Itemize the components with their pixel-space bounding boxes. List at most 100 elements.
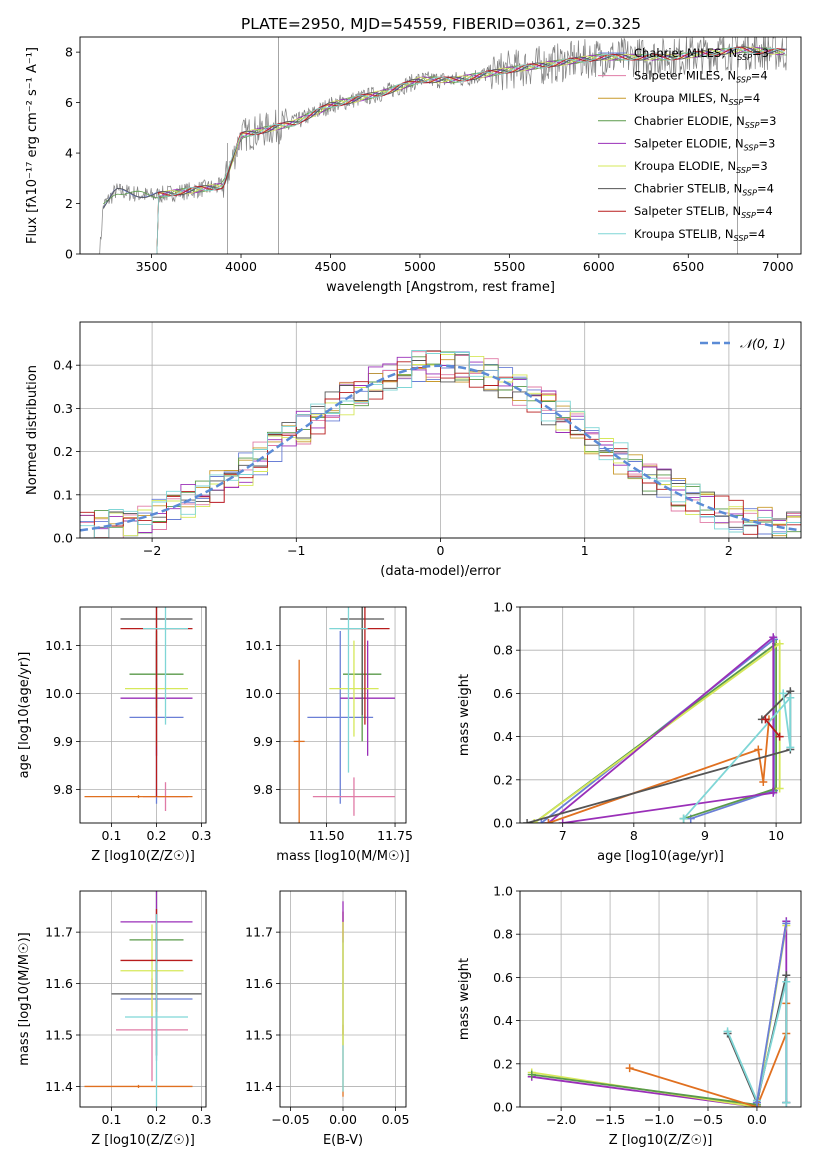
legend-text: Salpeter MILES, N xyxy=(634,69,736,83)
axes-frame xyxy=(279,890,407,1108)
y-tick-label: 0.2 xyxy=(53,444,73,459)
x-tick-label: 0.2 xyxy=(147,1112,167,1127)
legend-text: Kroupa STELIB, N xyxy=(634,227,734,241)
y-tick-label: 11.4 xyxy=(45,1079,73,1094)
x-tick-label: 11.50 xyxy=(309,828,345,843)
y-tick-label: 1.0 xyxy=(493,884,513,899)
weight-marker xyxy=(754,745,763,754)
y-tick-label: 11.6 xyxy=(245,976,273,991)
y-tick-label: 9.9 xyxy=(253,734,273,749)
legend-text: Chabrier MILES, N xyxy=(634,46,737,60)
legend-label: Chabrier STELIB, NSSP=4 xyxy=(634,182,774,198)
legend-label: Kroupa MILES, NSSP=4 xyxy=(634,91,760,107)
x-tick-label: 10 xyxy=(768,828,784,843)
weight-series-line xyxy=(547,635,775,823)
x-tick-label: 6500 xyxy=(672,259,704,274)
y-tick-label: 4 xyxy=(65,146,73,161)
weight-series-line xyxy=(682,693,792,820)
legend-text: Chabrier STELIB, N xyxy=(634,182,742,196)
y-tick-label: 9.8 xyxy=(53,782,73,797)
weight-marker xyxy=(723,1027,732,1036)
y-tick-label: 0.1 xyxy=(53,487,73,502)
x-tick-label: 8 xyxy=(630,828,638,843)
plot-area-weight-vs-age xyxy=(523,633,795,823)
y-tick-label: 11.7 xyxy=(45,925,73,940)
legend-subscript: SSP xyxy=(736,76,751,85)
axes-age-vs-Z: 0.1 0.2 0.3 9.8 9.9 10.0 10.1 xyxy=(45,607,211,843)
x-tick-label: −0.5 xyxy=(693,1112,723,1127)
y-tick-label: 10.0 xyxy=(45,686,73,701)
x-tick-label: 11.75 xyxy=(377,828,413,843)
legend-count: =3 xyxy=(758,136,775,150)
weight-marker xyxy=(759,777,768,786)
legend-text: Kroupa MILES, N xyxy=(634,91,729,105)
x-tick-label: −2.0 xyxy=(546,1112,576,1127)
weight-marker xyxy=(625,1064,634,1073)
weight-marker xyxy=(761,715,770,724)
x-axis-label: (data-model)/error xyxy=(380,564,501,579)
y-axis-label: mass weight xyxy=(457,958,472,1040)
y-tick-label: 0.8 xyxy=(493,927,513,942)
y-tick-label: 0.8 xyxy=(493,643,513,658)
y-tick-label: 11.7 xyxy=(245,925,273,940)
y-tick-label: 0.3 xyxy=(53,401,73,416)
weight-series-line xyxy=(764,718,781,738)
y-axis-label: Normed distribution xyxy=(25,365,40,495)
x-tick-label: −0.05 xyxy=(271,1112,309,1127)
y-tick-label: 0.4 xyxy=(53,358,73,373)
y-tick-label: 11.6 xyxy=(45,976,73,991)
x-tick-label: 2 xyxy=(725,543,733,558)
normal-legend-label: 𝒩(0, 1) xyxy=(740,336,786,351)
legend-count: =3 xyxy=(751,159,768,173)
x-tick-label: 0.1 xyxy=(102,828,122,843)
legend-subscript: SSP xyxy=(741,211,756,220)
axes-frame xyxy=(279,606,407,824)
legend-label: Salpeter MILES, NSSP=4 xyxy=(634,69,768,85)
x-axis-label: wavelength [Angstrom, rest frame] xyxy=(326,280,555,295)
legend-count: =4 xyxy=(748,227,765,241)
legend-count: =4 xyxy=(743,91,760,105)
weight-marker xyxy=(769,633,778,642)
weight-marker xyxy=(544,819,553,823)
weight-marker xyxy=(782,977,791,986)
weight-series-line xyxy=(756,923,788,1103)
legend-subscript: SSP xyxy=(745,121,760,130)
legend-count: =4 xyxy=(757,182,774,196)
legend-count: =3 xyxy=(752,46,769,60)
y-tick-label: 0.0 xyxy=(493,816,513,831)
y-tick-label: 0.4 xyxy=(493,729,513,744)
x-tick-label: −1.0 xyxy=(644,1112,674,1127)
y-tick-label: 0.2 xyxy=(493,1056,513,1071)
plot-area-mass-vs-Z xyxy=(84,891,202,1107)
legend-text: Salpeter STELIB, N xyxy=(634,204,741,218)
model-line xyxy=(156,47,786,254)
legend-label: Salpeter ELODIE, NSSP=3 xyxy=(634,136,775,152)
axes-frame xyxy=(79,890,207,1108)
y-tick-label: 11.5 xyxy=(45,1028,73,1043)
weight-marker xyxy=(769,788,778,797)
axes-frame xyxy=(79,321,802,539)
x-tick-label: 0.00 xyxy=(329,1112,357,1127)
legend-label: Chabrier ELODIE, NSSP=3 xyxy=(634,114,776,130)
weight-marker xyxy=(775,639,784,648)
y-axis-label: mass weight xyxy=(457,674,472,756)
y-tick-label: 11.5 xyxy=(245,1028,273,1043)
x-axis-label: age [log10(age/yr)] xyxy=(597,849,724,864)
histogram-series xyxy=(80,350,801,538)
x-tick-label: 9 xyxy=(701,828,709,843)
weight-marker xyxy=(523,819,532,823)
x-axis-label: Z [log10(Z/Z☉)] xyxy=(91,849,195,864)
plot-area-age-vs-mass xyxy=(293,607,396,823)
axes-frame xyxy=(519,890,802,1108)
x-tick-label: 0.3 xyxy=(192,1112,212,1127)
legend-subscript: SSP xyxy=(742,189,757,198)
y-axis-label: Flux [fλ10⁻¹⁷ erg cm⁻² s⁻¹ A⁻¹] xyxy=(25,47,40,244)
y-tick-label: 9.8 xyxy=(253,782,273,797)
weight-series-line xyxy=(531,1073,758,1106)
plot-area-residuals xyxy=(80,350,801,538)
y-tick-label: 10.0 xyxy=(245,686,273,701)
legend-label: Kroupa STELIB, NSSP=4 xyxy=(634,227,765,243)
legend-subscript: SSP xyxy=(744,143,759,152)
legend-count: =4 xyxy=(756,204,773,218)
